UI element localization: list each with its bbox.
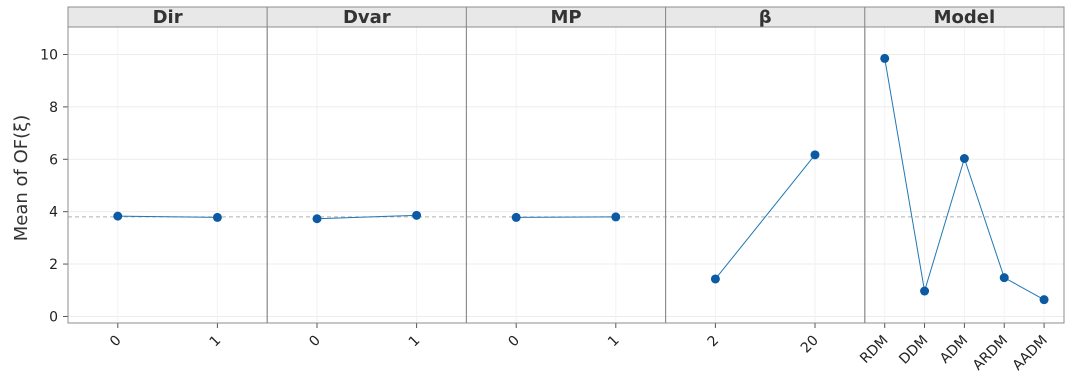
y-tick-label: 8 <box>49 100 58 116</box>
x-tick-label: 2 <box>705 333 723 351</box>
frame-layer <box>63 6 1065 328</box>
data-point <box>959 153 969 163</box>
x-tick-label: ADM <box>937 333 971 367</box>
y-tick-label: 4 <box>49 205 58 221</box>
x-tick-label: 20 <box>798 333 822 357</box>
series-line-β <box>715 154 816 280</box>
y-tick-label: 10 <box>40 48 58 64</box>
y-axis-label: Mean of OF(ξ) <box>11 115 32 241</box>
panel-frame <box>465 26 667 324</box>
data-point <box>113 211 123 221</box>
panel-frame <box>665 26 866 324</box>
x-tick-label: 1 <box>406 333 424 351</box>
data-point <box>920 286 930 296</box>
data-layer <box>113 53 1049 305</box>
panel-frame <box>864 26 1065 324</box>
panel-frame <box>67 26 268 324</box>
panel-frame <box>266 26 467 324</box>
data-point <box>880 53 890 63</box>
data-point <box>999 273 1009 283</box>
x-tick-label: AADM <box>1010 333 1051 374</box>
strip-label: β <box>759 7 772 28</box>
grid-layer <box>68 27 1064 323</box>
series-line-Dvar <box>316 214 417 220</box>
y-tick-label: 2 <box>49 257 58 273</box>
data-point <box>412 210 422 220</box>
data-point <box>212 212 222 222</box>
x-tick-label: 0 <box>306 333 324 351</box>
y-tick-label: 6 <box>49 152 58 168</box>
data-point <box>810 150 820 160</box>
x-tick-label: ARDM <box>970 333 1011 374</box>
strip-label: MP <box>550 7 581 28</box>
data-point <box>710 274 720 284</box>
label-layer: 0 2 4 6 8 10 Dir 0 1 Dvar 0 1 MP 0 1 β 2 20 Model RDM DDM ADM… <box>40 7 1051 374</box>
strip-label: Model <box>934 7 996 28</box>
x-tick-label: DDM <box>896 333 931 368</box>
x-tick-label: 1 <box>207 333 225 351</box>
strip-label: Dvar <box>343 7 391 28</box>
strip-label: Dir <box>153 7 183 28</box>
y-tick-label: 0 <box>49 309 58 325</box>
series-line-MP <box>516 216 616 218</box>
data-point <box>312 214 322 224</box>
x-tick-label: RDM <box>857 333 891 367</box>
data-point <box>611 212 621 222</box>
x-tick-label: 0 <box>107 333 125 351</box>
data-point <box>1039 295 1049 305</box>
x-tick-label: 0 <box>505 333 523 351</box>
data-point <box>511 212 521 222</box>
series-line-Dir <box>117 215 218 218</box>
x-tick-label: 1 <box>605 333 623 351</box>
